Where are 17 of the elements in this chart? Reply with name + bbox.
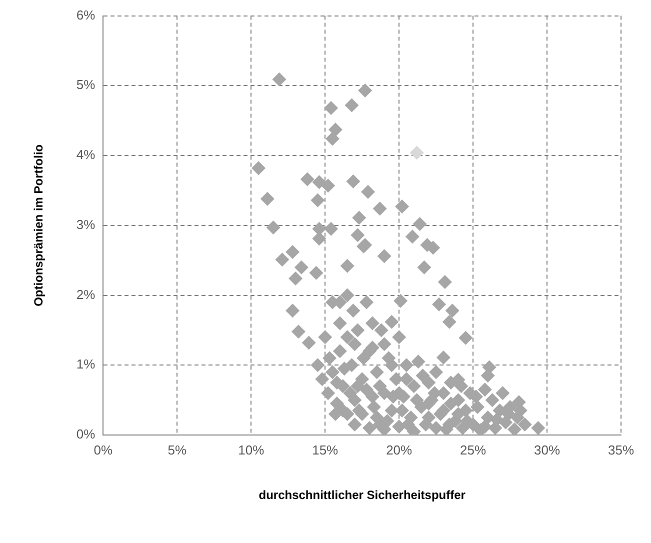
- y-tick-label: 1%: [76, 356, 96, 372]
- x-tick-label: 20%: [386, 442, 413, 458]
- x-tick-label: 0%: [94, 442, 114, 458]
- y-axis-title: Optionsprämien im Portfolio: [32, 144, 46, 306]
- y-tick-label: 5%: [76, 77, 96, 92]
- x-tick-label: 25%: [460, 442, 486, 458]
- y-tick-label: 6%: [76, 7, 96, 22]
- x-tick-label: 5%: [168, 442, 187, 458]
- y-tick-label: 4%: [76, 147, 96, 162]
- y-tick-label: 3%: [76, 216, 96, 232]
- x-tick-label: 15%: [312, 442, 339, 458]
- x-axis-title: durchschnittlicher Sicherheitspuffer: [258, 488, 466, 502]
- y-tick-label: 2%: [76, 286, 96, 302]
- x-tick-label: 35%: [608, 442, 634, 458]
- x-tick-label: 30%: [534, 442, 560, 458]
- y-tick-label: 0%: [76, 426, 96, 442]
- x-tick-label: 10%: [238, 442, 265, 458]
